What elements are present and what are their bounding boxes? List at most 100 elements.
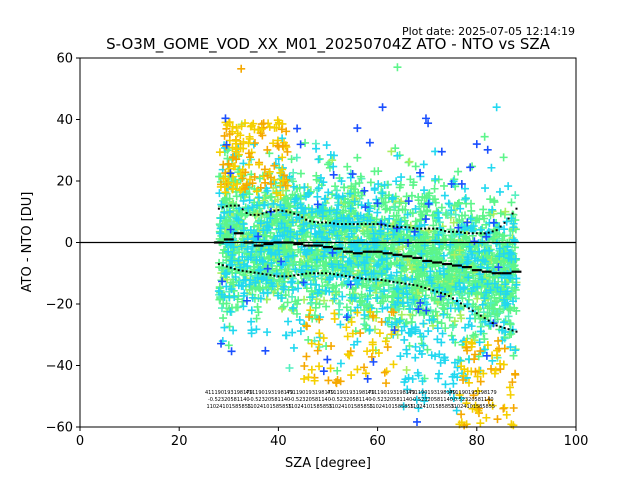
data-point: [506, 390, 515, 399]
data-point: [245, 134, 254, 143]
data-point: [473, 387, 482, 396]
data-point: [245, 196, 254, 205]
data-point: [507, 198, 516, 207]
data-point: [467, 287, 476, 296]
data-point: [238, 174, 247, 183]
data-point: [463, 300, 472, 309]
data-point: [502, 217, 511, 226]
data-point: [333, 264, 342, 273]
data-point: [360, 266, 369, 275]
data-point: [500, 344, 509, 353]
data-point: [472, 140, 481, 149]
data-point: [217, 339, 226, 348]
data-point: [262, 295, 271, 304]
data-point: [420, 294, 429, 303]
data-point: [289, 343, 298, 352]
data-point: [475, 366, 484, 375]
data-point: [281, 195, 290, 204]
data-point: [414, 371, 423, 380]
data-point: [431, 147, 440, 156]
data-point: [482, 288, 491, 297]
data-point: [401, 375, 410, 384]
data-point: [398, 299, 407, 308]
upper_percentile-dot: [428, 227, 431, 230]
data-point: [469, 391, 478, 400]
data-point: [235, 248, 244, 257]
data-point: [373, 294, 382, 303]
bin-annotation: 11024101585855: [451, 404, 496, 410]
data-point: [344, 311, 353, 320]
data-point: [307, 246, 316, 255]
lower_percentile-dot: [424, 287, 427, 290]
data-point: [482, 413, 491, 422]
data-point: [403, 385, 412, 394]
data-point: [495, 244, 504, 253]
lower_percentile-dot: [352, 276, 355, 279]
data-point: [342, 323, 351, 332]
data-point: [246, 153, 255, 162]
data-point: [439, 310, 448, 319]
data-point: [473, 282, 482, 291]
data-point: [496, 365, 505, 374]
bin-annotation: 411190193198179: [408, 390, 456, 396]
data-point: [315, 300, 324, 309]
data-point: [454, 223, 463, 232]
data-point: [324, 376, 333, 385]
data-point: [391, 314, 400, 323]
data-point: [510, 304, 519, 313]
data-point: [249, 140, 258, 149]
data-point: [393, 151, 402, 160]
upper_percentile-dot: [412, 227, 415, 230]
data-point: [387, 260, 396, 269]
data-point: [336, 299, 345, 308]
data-point: [216, 224, 225, 233]
bin-annotation: 11024101585855: [288, 404, 333, 410]
data-point: [495, 187, 504, 196]
data-point: [503, 242, 512, 251]
data-point: [292, 153, 301, 162]
data-point: [498, 326, 507, 335]
data-point: [427, 351, 436, 360]
data-point: [420, 220, 429, 229]
data-point: [420, 186, 429, 195]
data-point: [288, 218, 297, 227]
data-point: [363, 374, 372, 383]
data-point: [329, 226, 338, 235]
bin-count-annotations: 4111901931981794111901931981794111901931…: [205, 390, 497, 410]
upper_percentile-dot: [368, 223, 371, 226]
data-point: [237, 211, 246, 220]
data-point: [413, 417, 421, 426]
data-point: [313, 289, 322, 298]
data-point: [375, 329, 384, 338]
data-point: [421, 114, 430, 123]
data-point: [313, 185, 322, 194]
data-point: [222, 189, 231, 198]
data-point: [269, 199, 278, 208]
data-point: [235, 277, 244, 286]
data-point: [252, 325, 261, 334]
data-point: [445, 200, 454, 209]
data-point: [304, 373, 313, 382]
data-point: [215, 148, 224, 157]
data-point: [418, 286, 427, 295]
scatter-layer: [214, 63, 521, 430]
upper_percentile-dot: [241, 208, 244, 211]
data-point: [419, 263, 428, 272]
data-point: [230, 162, 239, 171]
lower_percentile-dot: [420, 285, 423, 288]
data-point: [259, 123, 268, 132]
data-point: [483, 341, 492, 350]
data-point: [222, 282, 231, 291]
data-point: [462, 267, 471, 276]
upper_percentile-dot: [313, 220, 316, 223]
data-point: [404, 197, 413, 206]
data-point: [218, 196, 227, 205]
data-point: [492, 239, 501, 248]
data-point: [274, 224, 283, 233]
lower_percentile-dot: [340, 274, 343, 277]
data-point: [219, 314, 228, 323]
data-point: [373, 199, 382, 208]
data-point: [509, 219, 518, 228]
lower_percentile-dot: [273, 274, 276, 277]
data-point: [471, 401, 480, 410]
